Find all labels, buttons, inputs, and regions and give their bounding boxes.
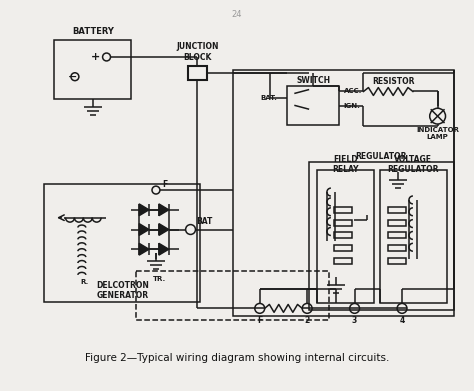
Text: DELCOTRON
GENERATOR: DELCOTRON GENERATOR — [96, 281, 149, 300]
Bar — [334, 233, 352, 239]
Text: 24: 24 — [232, 10, 242, 19]
Text: Figure 2—Typical wiring diagram showing internal circuits.: Figure 2—Typical wiring diagram showing … — [85, 353, 389, 363]
Text: 4: 4 — [400, 316, 405, 325]
Text: VOLTAGE
REGULATOR: VOLTAGE REGULATOR — [387, 155, 438, 174]
Bar — [44, 184, 201, 303]
Bar — [388, 207, 406, 213]
Text: IGN.: IGN. — [344, 103, 361, 109]
Text: TR.: TR. — [153, 276, 166, 282]
Bar — [388, 233, 406, 239]
Text: 3: 3 — [352, 316, 357, 325]
Bar — [334, 207, 352, 213]
Bar — [388, 245, 406, 251]
Text: BAT.: BAT. — [261, 95, 277, 101]
Bar — [388, 258, 406, 264]
Text: RESISTOR: RESISTOR — [372, 77, 414, 86]
Text: R.: R. — [81, 279, 89, 285]
Bar — [334, 245, 352, 251]
Polygon shape — [159, 243, 169, 255]
Polygon shape — [139, 204, 149, 216]
Bar — [233, 70, 455, 316]
Text: REGULATOR: REGULATOR — [356, 152, 407, 161]
Text: JUNCTION
BLOCK: JUNCTION BLOCK — [176, 42, 219, 62]
Bar — [380, 170, 447, 303]
Bar — [334, 258, 352, 264]
Text: SWITCH: SWITCH — [296, 76, 330, 85]
Text: 2: 2 — [304, 316, 310, 325]
Text: +: + — [91, 52, 100, 62]
Text: −: − — [67, 72, 77, 82]
Bar — [287, 86, 339, 125]
Bar — [136, 271, 329, 320]
Bar — [188, 66, 207, 80]
Polygon shape — [159, 204, 169, 216]
Polygon shape — [139, 243, 149, 255]
Bar — [334, 220, 352, 226]
Bar — [317, 170, 374, 303]
Polygon shape — [159, 224, 169, 235]
Bar — [388, 220, 406, 226]
Text: BATTERY: BATTERY — [72, 27, 114, 36]
Bar — [309, 163, 455, 310]
Bar — [54, 40, 131, 99]
Text: BAT: BAT — [197, 217, 213, 226]
Text: INDICATOR
LAMP: INDICATOR LAMP — [416, 127, 459, 140]
Text: F: F — [257, 316, 262, 325]
Text: FIELD
RELAY: FIELD RELAY — [332, 155, 359, 174]
Text: F: F — [162, 179, 167, 189]
Text: ACC.: ACC. — [344, 88, 362, 95]
Polygon shape — [139, 224, 149, 235]
